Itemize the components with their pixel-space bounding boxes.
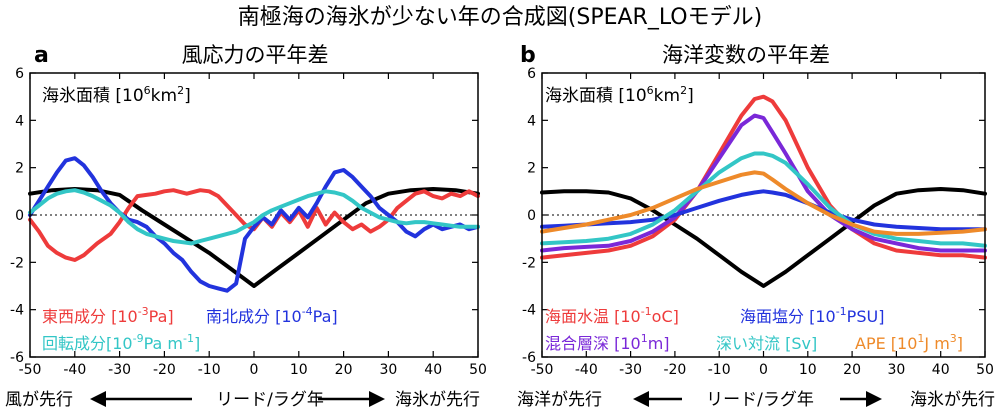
figure-title: 南極海の海氷が少ない年の合成図(SPEAR_LOモデル)	[238, 5, 762, 30]
legend-curl: 回転成分[10-9Pa m-1]	[42, 332, 200, 353]
y-tick-label: 4	[527, 113, 536, 129]
x-tick-label: 50	[469, 362, 487, 378]
x-caption-b-right: 海氷が先行	[910, 390, 995, 410]
legend-mld: 混合層深 [101m]	[545, 332, 670, 353]
y-tick-label: 2	[15, 161, 24, 177]
panel-a-title: 風応力の平年差	[182, 43, 329, 67]
x-tick-label: -40	[575, 362, 598, 378]
panel-label-a: a	[34, 43, 49, 68]
x-tick-label: -20	[153, 362, 176, 378]
x-caption-a-left: 風が先行	[5, 390, 73, 410]
x-tick-label: 50	[976, 362, 994, 378]
x-tick-label: 30	[887, 362, 905, 378]
panel-b-annotation: 海氷面積 [106km2]	[545, 84, 694, 106]
series-line-混合層深	[540, 113, 987, 253]
y-tick-label: -4	[522, 303, 536, 319]
x-tick-label: -20	[663, 362, 686, 378]
x-tick-label: 40	[932, 362, 950, 378]
x-caption-b-left: 海洋が先行	[517, 390, 602, 410]
series-line-南北成分	[28, 156, 480, 293]
x-tick-label: 0	[250, 362, 259, 378]
x-caption-a: 風が先行 リード/ラグ年 海氷が先行	[5, 390, 480, 410]
right-arrow-icon	[840, 391, 882, 407]
panel-a-wind-stress: a 風応力の平年差 海氷面積 [106km2] -50 -40 -30 -20 -10 0…	[5, 43, 487, 410]
x-tick-label: -10	[198, 362, 221, 378]
legend-zonal: 東西成分 [10-3Pa]	[42, 305, 174, 326]
x-tick-label: 30	[379, 362, 397, 378]
y-tick-label: -6	[522, 350, 536, 366]
right-arrow-icon	[318, 391, 385, 407]
y-tick-label: 0	[15, 208, 24, 224]
y-tick-label: 2	[527, 161, 536, 177]
panel-b-ocean-variables: b 海洋変数の平年差 海氷面積 [106km2] -50 -40 -30 -20 -10…	[517, 43, 995, 410]
y-tick-label: -4	[10, 303, 24, 319]
panel-b-title: 海洋変数の平年差	[662, 43, 830, 67]
x-tick-label: 10	[290, 362, 308, 378]
y-tick-label: 0	[527, 208, 536, 224]
x-tick-label: 0	[759, 362, 768, 378]
left-arrow-icon	[90, 391, 192, 407]
x-caption-b-center: リード/ラグ年	[706, 390, 814, 410]
x-tick-label: 20	[843, 362, 861, 378]
y-tick-label: -6	[10, 350, 24, 366]
y-tick-label: 6	[527, 66, 536, 82]
x-tick-label: 40	[424, 362, 442, 378]
x-tick-label: -50	[19, 362, 42, 378]
x-tick-label: -50	[531, 362, 554, 378]
panel-a-annotation: 海氷面積 [106km2]	[42, 84, 191, 106]
series-line-海氷面積	[28, 187, 480, 288]
series-line-海氷面積	[540, 187, 987, 288]
series-line-APE	[540, 170, 987, 236]
y-tick-label: 6	[15, 66, 24, 82]
series-line-回転成分	[28, 188, 480, 246]
x-tick-label: -30	[619, 362, 642, 378]
x-tick-label: -40	[63, 362, 86, 378]
panel-label-b: b	[520, 43, 536, 68]
x-tick-label: -10	[708, 362, 731, 378]
x-tick-label: 10	[799, 362, 817, 378]
series-line-深い対流	[540, 151, 987, 248]
x-caption-b: 海洋が先行 リード/ラグ年 海氷が先行	[517, 390, 995, 410]
legend-deep-convection: 深い対流 [Sv]	[716, 334, 817, 353]
y-tick-label: 4	[15, 113, 24, 129]
legend-sss: 海面塩分 [10-1PSU]	[740, 305, 884, 326]
series-line-海面水温	[540, 94, 987, 260]
legend-meridional: 南北成分 [10-4Pa]	[206, 305, 338, 326]
y-tick-label: -2	[522, 255, 536, 271]
x-tick-label: -30	[108, 362, 131, 378]
x-caption-a-right: 海氷が先行	[395, 390, 480, 410]
legend-sst: 海面水温 [10-1oC]	[545, 305, 679, 326]
x-caption-a-center: リード/ラグ年	[216, 390, 324, 410]
legend-ape: APE [101J m3]	[855, 332, 963, 353]
y-tick-label: -2	[10, 255, 24, 271]
x-tick-label: 20	[335, 362, 353, 378]
left-arrow-icon	[633, 391, 682, 407]
series-line-海面塩分	[540, 189, 987, 232]
